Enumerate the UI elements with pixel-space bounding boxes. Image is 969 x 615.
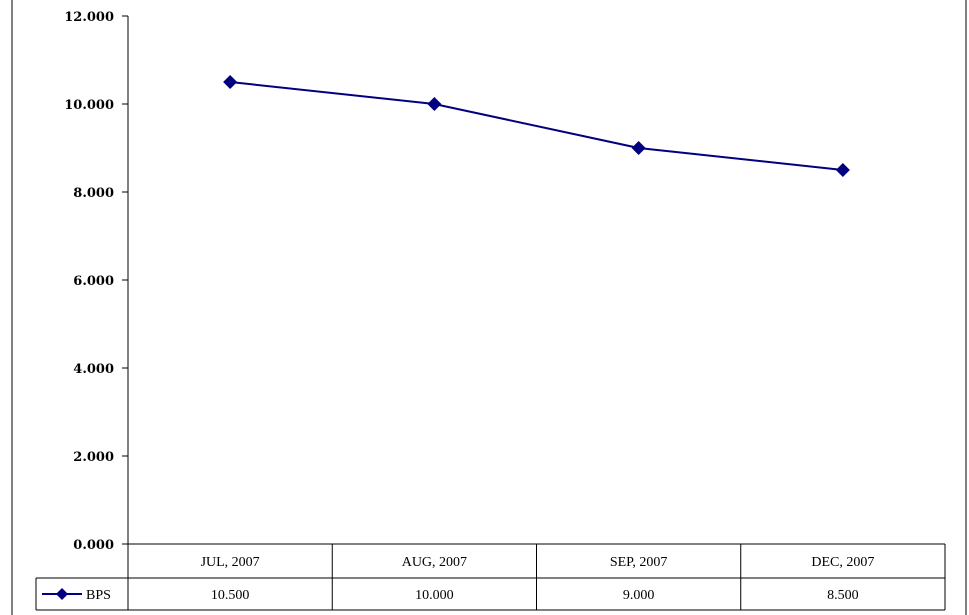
value-cell: 10.000 (415, 588, 454, 603)
legend-label: BPS (86, 588, 111, 603)
category-label: JUL, 2007 (201, 555, 260, 570)
legend-marker (56, 588, 68, 600)
y-tick-label: 8.000 (73, 186, 114, 201)
y-tick-label: 6.000 (73, 274, 114, 289)
y-tick-label: 10.000 (64, 98, 114, 113)
series-line (230, 81, 843, 171)
category-label: AUG, 2007 (402, 555, 467, 570)
y-tick-label: 2.000 (73, 450, 114, 465)
category-label: SEP, 2007 (610, 555, 668, 570)
y-axis-ticks: 0.000 2.000 4.000 6.000 8.000 10.000 12.000 (64, 10, 128, 553)
y-tick-label: 4.000 (73, 362, 114, 377)
y-tick-label: 0.000 (73, 538, 114, 553)
data-point (835, 163, 850, 177)
data-point (631, 141, 646, 155)
value-cell: 9.000 (623, 588, 655, 603)
data-table: JUL, 2007 10.500 AUG, 2007 10.000 SEP, 2007 9… (35, 543, 946, 611)
data-point (223, 75, 238, 89)
category-label: DEC, 2007 (811, 555, 874, 570)
data-point (427, 97, 442, 111)
value-cell: 8.500 (827, 588, 859, 603)
chart-frame (11, 0, 967, 615)
value-cell: 10.500 (211, 588, 250, 603)
series-bps (223, 75, 850, 177)
y-tick-label: 12.000 (64, 10, 114, 25)
